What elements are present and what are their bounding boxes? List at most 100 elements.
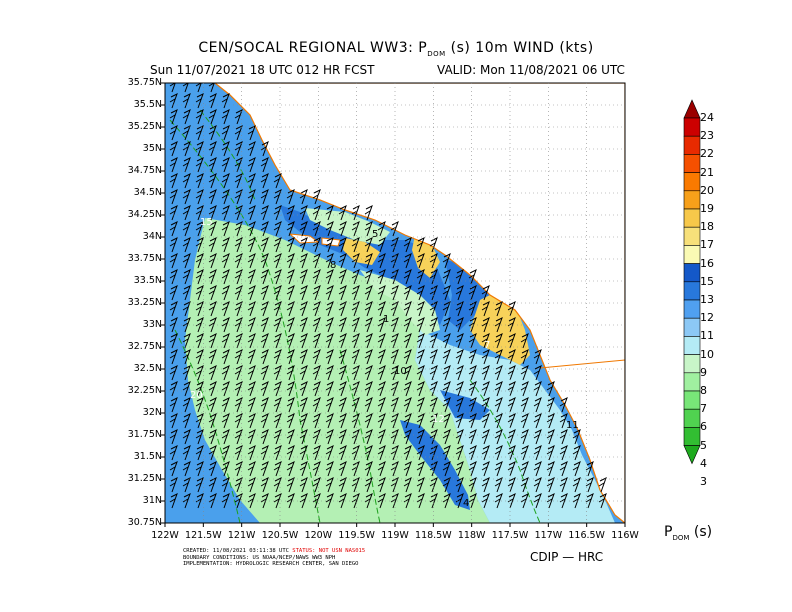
wind-barb (169, 380, 178, 397)
wind-barb (364, 380, 373, 397)
wind-barb (338, 492, 347, 509)
wind-barb (273, 284, 282, 301)
contour-label: 5 (372, 229, 378, 240)
colorbar-swatch (683, 263, 701, 283)
wind-barb (533, 364, 542, 381)
wind-barb (169, 412, 178, 429)
wind-barb (312, 332, 321, 349)
wind-barb (260, 300, 269, 317)
wind-barb (325, 412, 334, 429)
wind-barb (221, 412, 230, 429)
wind-barb (195, 412, 204, 429)
wind-barb (325, 492, 334, 509)
axis-ticks (161, 82, 626, 527)
wind-barb (351, 204, 360, 221)
wind-barb (468, 380, 477, 397)
wind-barb (429, 444, 438, 461)
wind-barb (208, 156, 217, 173)
wind-barb (286, 300, 295, 317)
wind-barb (377, 252, 386, 269)
wind-barb (468, 348, 477, 365)
wind-barb (169, 268, 178, 285)
wind-barb (182, 380, 191, 397)
wind-barb (442, 396, 451, 413)
wind-barb (234, 236, 243, 253)
lon-tick-label: 120W (304, 530, 333, 541)
wind-barb (416, 332, 425, 349)
wind-barb (234, 444, 243, 461)
wind-barb (325, 300, 334, 317)
wind-barb (221, 396, 230, 413)
colorbar-swatch (683, 390, 701, 410)
colorbar-label: 10 (700, 347, 714, 361)
wind-barb (351, 332, 360, 349)
wind-barb (182, 220, 191, 237)
wind-barb (260, 236, 269, 253)
wind-barb (169, 252, 178, 269)
wind-barb (494, 380, 503, 397)
wind-barb (182, 268, 191, 285)
wind-barb (429, 476, 438, 493)
colorbar-label: 23 (700, 129, 714, 143)
wind-barb (325, 268, 334, 285)
wind-barb (442, 492, 451, 509)
wind-barb (221, 252, 230, 269)
colorbar-label: 16 (700, 256, 714, 270)
lat-tick-label: 30.75N (127, 517, 162, 528)
wind-barb (247, 284, 256, 301)
wind-barb (377, 332, 386, 349)
wind-barb (494, 492, 503, 509)
wind-barb (377, 380, 386, 397)
wind-barb (208, 380, 217, 397)
wind-barb (182, 332, 191, 349)
wind-barb (481, 412, 490, 429)
wind-barb (403, 348, 412, 365)
wind-barb (169, 300, 178, 317)
wind-barb (299, 428, 308, 445)
lat-tick-label: 33.25N (127, 297, 162, 308)
wind-barb (455, 284, 464, 301)
wind-barb (533, 444, 542, 461)
wind-barb (377, 444, 386, 461)
wind-barb (312, 284, 321, 301)
wind-barb (520, 444, 529, 461)
wind-barb (546, 492, 555, 509)
lat-tick-label: 32.25N (127, 385, 162, 396)
wind-barb (559, 412, 568, 429)
wind-barb (273, 492, 282, 509)
wind-barb (442, 316, 451, 333)
wind-barb (182, 396, 191, 413)
wind-barb (169, 108, 178, 125)
wind-barb (494, 476, 503, 493)
wind-barb (247, 348, 256, 365)
wind-barb (182, 92, 191, 109)
wind-barb (208, 252, 217, 269)
wind-barb (273, 380, 282, 397)
wind-barb (533, 476, 542, 493)
colorbar-label: 22 (700, 147, 714, 161)
wind-barb (234, 140, 243, 157)
wind-barb (195, 252, 204, 269)
wind-barb (351, 284, 360, 301)
wind-barb (182, 412, 191, 429)
wind-barb (182, 348, 191, 365)
wind-barb (481, 492, 490, 509)
wind-barb (429, 364, 438, 381)
wind-barb (273, 444, 282, 461)
wind-barb (338, 220, 347, 237)
wind-barb (546, 380, 555, 397)
wind-barb (208, 476, 217, 493)
lat-tick-label: 31.5N (133, 451, 162, 462)
wind-barb (468, 316, 477, 333)
wind-barb (273, 396, 282, 413)
wind-barb (299, 252, 308, 269)
wind-barb (299, 236, 308, 253)
wind-barb (494, 460, 503, 477)
wind-barb (195, 140, 204, 157)
wind-barb (429, 492, 438, 509)
wind-barb (299, 348, 308, 365)
colorbar-label: 21 (700, 165, 714, 179)
wind-barb (299, 300, 308, 317)
wind-barb (182, 284, 191, 301)
wind-barb (377, 220, 386, 237)
